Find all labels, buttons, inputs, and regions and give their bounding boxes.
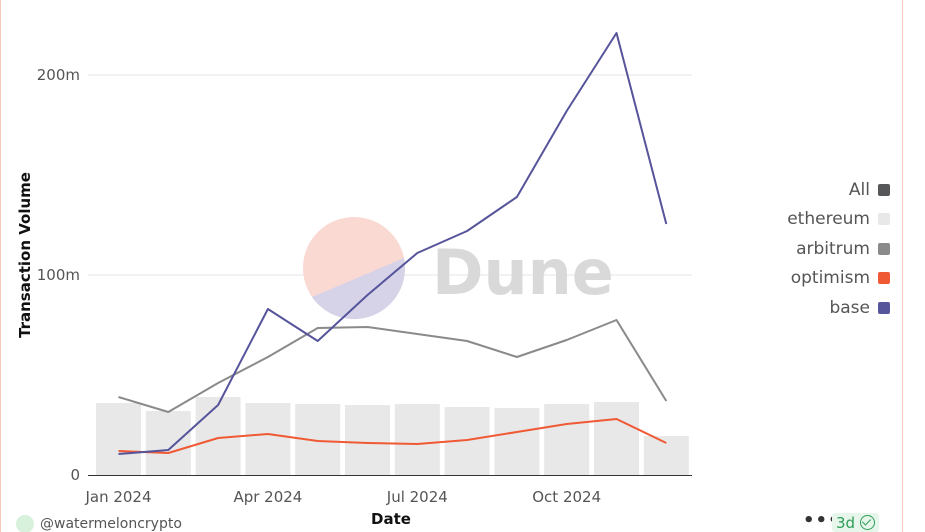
dune-watermark: Dune	[303, 217, 614, 320]
bar-ethereum[interactable]	[544, 404, 590, 475]
bar-ethereum[interactable]	[394, 404, 440, 475]
legend-label: base	[829, 297, 870, 318]
left-border	[0, 0, 1, 532]
bar-ethereum[interactable]	[245, 403, 291, 475]
check-circle-icon	[860, 515, 876, 530]
x-axis-title: Date	[371, 510, 411, 528]
bar-ethereum[interactable]	[494, 408, 540, 475]
bar-ethereum[interactable]	[96, 403, 141, 475]
y-tick-label: 0	[70, 466, 80, 484]
bar-ethereum[interactable]	[145, 411, 191, 475]
x-tick-label: Oct 2024	[532, 488, 601, 506]
y-axis-title: Transaction Volume	[16, 172, 34, 338]
legend-swatch	[878, 183, 890, 196]
line-optimism[interactable]	[118, 418, 667, 454]
x-tick-label: Jul 2024	[386, 488, 448, 506]
dune-watermark-text: Dune	[432, 236, 614, 309]
legend-label: All	[848, 179, 870, 200]
right-border	[902, 0, 903, 532]
bar-ethereum[interactable]	[643, 436, 689, 475]
legend: All ethereum arbitrum optimism base	[760, 175, 890, 323]
legend-item-all[interactable]: All	[760, 175, 890, 205]
legend-item-optimism[interactable]: optimism	[760, 264, 890, 294]
author[interactable]: @watermeloncrypto	[16, 515, 182, 532]
legend-swatch	[878, 213, 890, 226]
legend-swatch	[878, 272, 890, 285]
line-arbitrum[interactable]	[118, 319, 668, 413]
more-options-button[interactable]: •••	[803, 510, 841, 531]
line-base[interactable]	[118, 32, 668, 455]
x-tick-label: Apr 2024	[233, 488, 302, 506]
query-age-label: 3d	[836, 513, 856, 532]
avatar	[16, 515, 34, 532]
line-layer	[118, 32, 668, 455]
legend-item-arbitrum[interactable]: arbitrum	[760, 234, 890, 264]
x-tick-label: Jan 2024	[84, 488, 151, 506]
legend-swatch	[878, 301, 890, 314]
bar-layer	[96, 397, 689, 475]
axis-layer: 0 100m 200m Jan 2024 Apr 2024 Jul 2024 Oct 202…	[37, 66, 692, 506]
y-tick-label: 100m	[37, 266, 80, 284]
bar-ethereum[interactable]	[345, 405, 390, 475]
legend-item-base[interactable]: base	[760, 293, 890, 323]
legend-swatch	[878, 242, 890, 255]
legend-label: optimism	[790, 268, 870, 289]
bar-ethereum[interactable]	[594, 402, 639, 475]
legend-label: ethereum	[787, 209, 870, 230]
dune-logo-wedge	[312, 258, 406, 320]
query-age-badge: 3d	[832, 513, 880, 532]
y-tick-label: 200m	[37, 66, 80, 84]
legend-label: arbitrum	[796, 238, 870, 259]
legend-item-ethereum[interactable]: ethereum	[760, 205, 890, 235]
author-username: @watermeloncrypto	[40, 516, 182, 532]
